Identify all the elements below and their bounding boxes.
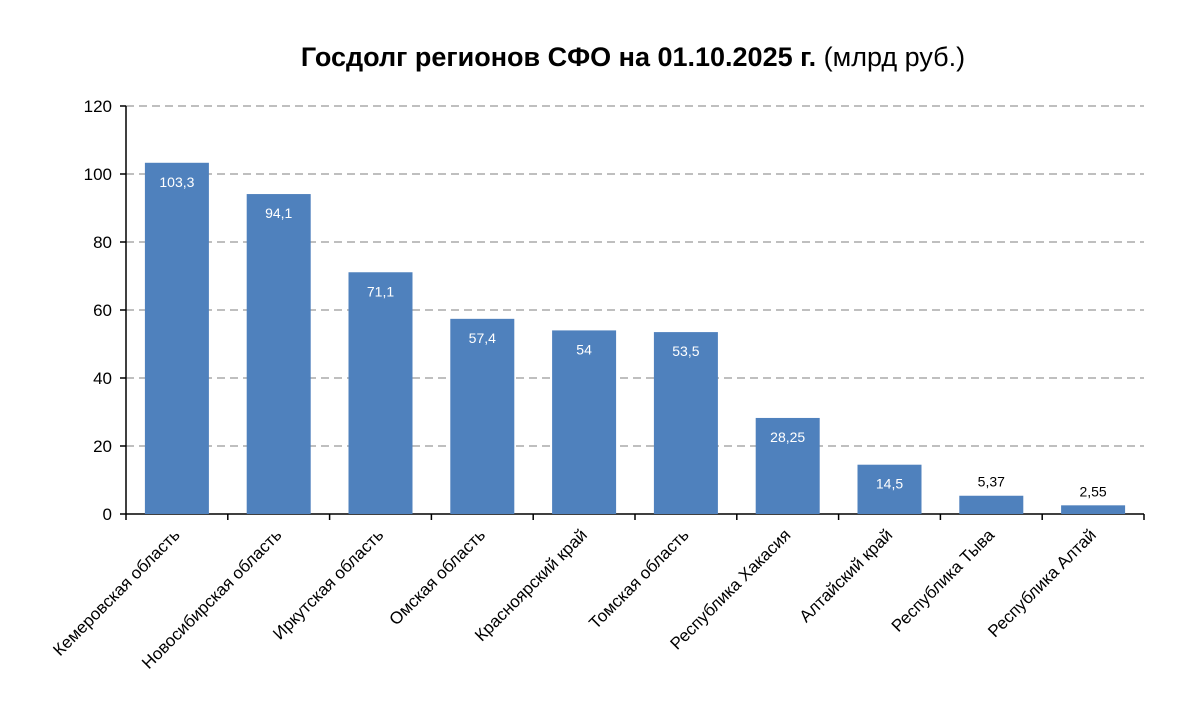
x-tick-label: Красноярский край xyxy=(471,525,591,645)
chart-title-main: Госдолг регионов СФО на 01.10.2025 г. xyxy=(300,42,817,72)
y-tick-label: 60 xyxy=(93,301,112,320)
x-tick-label: Республика Тыва xyxy=(888,525,999,636)
data-label: 57,4 xyxy=(469,330,496,346)
y-tick-label: 80 xyxy=(93,233,112,252)
data-label: 94,1 xyxy=(265,205,292,221)
data-label: 53,5 xyxy=(672,343,699,359)
data-label: 28,25 xyxy=(770,429,805,445)
data-label: 103,3 xyxy=(159,174,194,190)
chart-title: Госдолг регионов СФО на 01.10.2025 г. (м… xyxy=(0,42,1200,73)
x-tick-label: Иркутская область xyxy=(269,525,387,643)
x-tick-label: Республика Алтай xyxy=(984,525,1100,641)
bar xyxy=(959,495,1024,514)
chart-title-unit: (млрд руб.) xyxy=(823,42,966,72)
bar xyxy=(348,272,413,514)
bar xyxy=(1061,505,1126,514)
bar xyxy=(144,162,209,514)
y-tick-label: 20 xyxy=(93,437,112,456)
y-tick-label: 120 xyxy=(84,97,112,116)
bar xyxy=(755,417,820,514)
x-tick-label: Омская область xyxy=(385,525,489,629)
y-tick-label: 100 xyxy=(84,165,112,184)
bar xyxy=(450,318,515,514)
data-label: 71,1 xyxy=(367,283,394,299)
y-tick-label: 0 xyxy=(103,505,112,524)
bar xyxy=(246,194,311,514)
bar xyxy=(552,330,617,514)
data-label: 54 xyxy=(576,341,592,357)
bar xyxy=(653,332,718,514)
x-tick-label: Алтайский край xyxy=(796,525,897,626)
y-tick-label: 40 xyxy=(93,369,112,388)
x-tick-label: Томская область xyxy=(585,525,692,632)
bar xyxy=(857,464,922,514)
data-label: 5,37 xyxy=(978,474,1005,490)
data-label: 14,5 xyxy=(876,476,903,492)
data-label: 2,55 xyxy=(1079,483,1106,499)
